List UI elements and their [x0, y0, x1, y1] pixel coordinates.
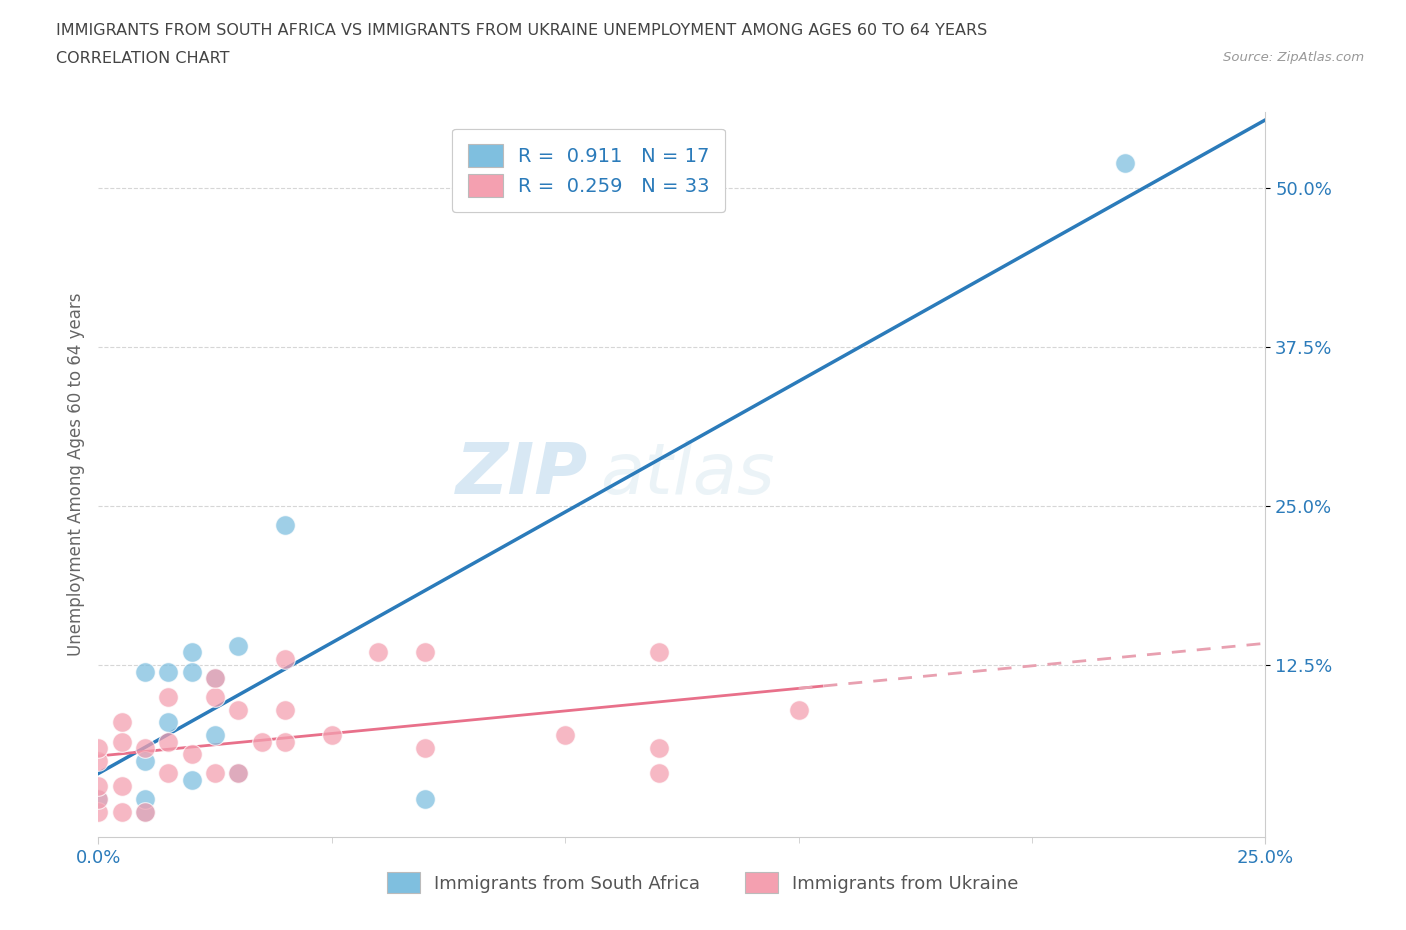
Point: [180, 772, 202, 787]
Text: IMMIGRANTS FROM SOUTH AFRICA VS IMMIGRANTS FROM UKRAINE UNEMPLOYMENT AMONG AGES : IMMIGRANTS FROM SOUTH AFRICA VS IMMIGRAN…: [56, 23, 987, 38]
Point: [157, 734, 180, 749]
Point: [134, 804, 156, 819]
Point: [180, 747, 202, 762]
Text: Source: ZipAtlas.com: Source: ZipAtlas.com: [1223, 51, 1364, 64]
Point: [647, 740, 669, 755]
Legend: Immigrants from South Africa, Immigrants from Ukraine: Immigrants from South Africa, Immigrants…: [378, 863, 1028, 902]
Point: [228, 639, 250, 654]
Point: [413, 791, 436, 806]
Point: [180, 664, 202, 679]
Point: [87, 804, 110, 819]
Point: [134, 791, 156, 806]
Point: [87, 791, 110, 806]
Point: [157, 766, 180, 781]
Point: [367, 645, 389, 660]
Text: atlas: atlas: [600, 440, 775, 509]
Point: [204, 728, 226, 743]
Point: [204, 689, 226, 704]
Point: [647, 645, 669, 660]
Point: [134, 740, 156, 755]
Point: [228, 766, 250, 781]
Y-axis label: Unemployment Among Ages 60 to 64 years: Unemployment Among Ages 60 to 64 years: [66, 293, 84, 656]
Point: [1114, 155, 1136, 170]
Point: [157, 664, 180, 679]
Point: [134, 753, 156, 768]
Point: [321, 728, 343, 743]
Point: [134, 804, 156, 819]
Point: [274, 734, 297, 749]
Point: [87, 753, 110, 768]
Point: [87, 791, 110, 806]
Point: [228, 702, 250, 717]
Point: [204, 671, 226, 685]
Point: [274, 651, 297, 666]
Point: [204, 766, 226, 781]
Point: [204, 671, 226, 685]
Point: [787, 702, 810, 717]
Text: ZIP: ZIP: [457, 440, 589, 509]
Point: [111, 778, 134, 793]
Point: [413, 740, 436, 755]
Point: [180, 645, 202, 660]
Point: [274, 518, 297, 533]
Text: CORRELATION CHART: CORRELATION CHART: [56, 51, 229, 66]
Point: [111, 715, 134, 730]
Point: [87, 778, 110, 793]
Point: [111, 804, 134, 819]
Point: [274, 702, 297, 717]
Point: [647, 766, 669, 781]
Point: [87, 740, 110, 755]
Point: [250, 734, 273, 749]
Point: [134, 664, 156, 679]
Point: [228, 766, 250, 781]
Point: [413, 645, 436, 660]
Point: [111, 734, 134, 749]
Legend: R =  0.911   N = 17, R =  0.259   N = 33: R = 0.911 N = 17, R = 0.259 N = 33: [451, 128, 725, 212]
Point: [157, 689, 180, 704]
Point: [157, 715, 180, 730]
Point: [554, 728, 576, 743]
